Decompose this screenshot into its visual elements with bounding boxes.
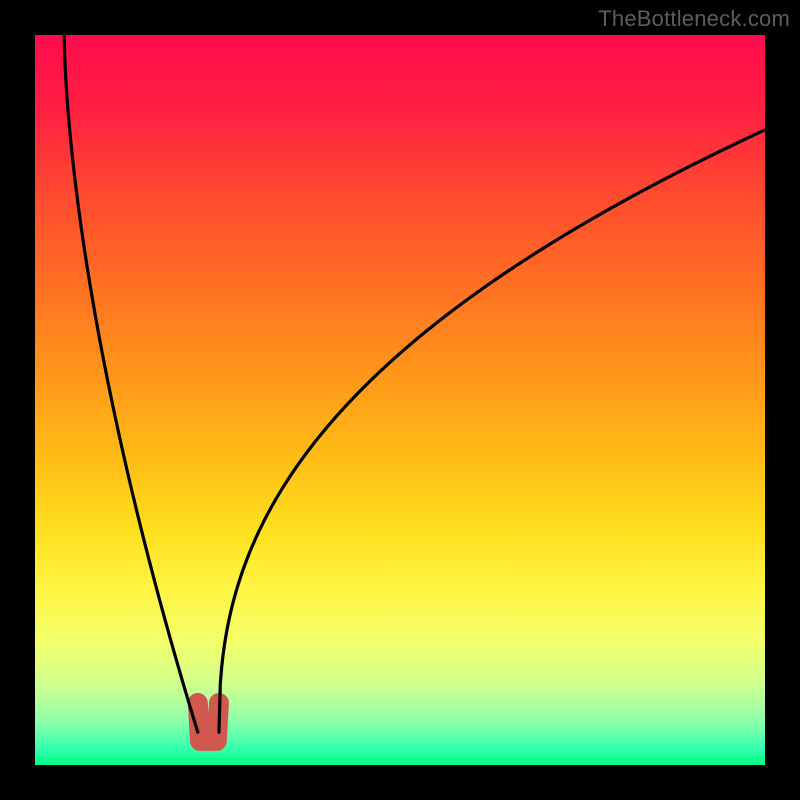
plot-background-gradient	[35, 35, 765, 765]
chart-canvas: TheBottleneck.com	[0, 0, 800, 800]
bottleneck-chart-svg	[0, 0, 800, 800]
